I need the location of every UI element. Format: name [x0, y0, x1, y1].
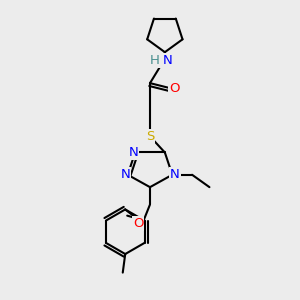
Text: N: N: [128, 146, 138, 159]
Text: O: O: [169, 82, 179, 94]
Text: N: N: [120, 168, 130, 181]
Text: N: N: [163, 54, 172, 67]
Text: N: N: [170, 168, 180, 181]
Text: H: H: [150, 54, 160, 67]
Text: O: O: [133, 217, 143, 230]
Text: S: S: [146, 130, 154, 143]
